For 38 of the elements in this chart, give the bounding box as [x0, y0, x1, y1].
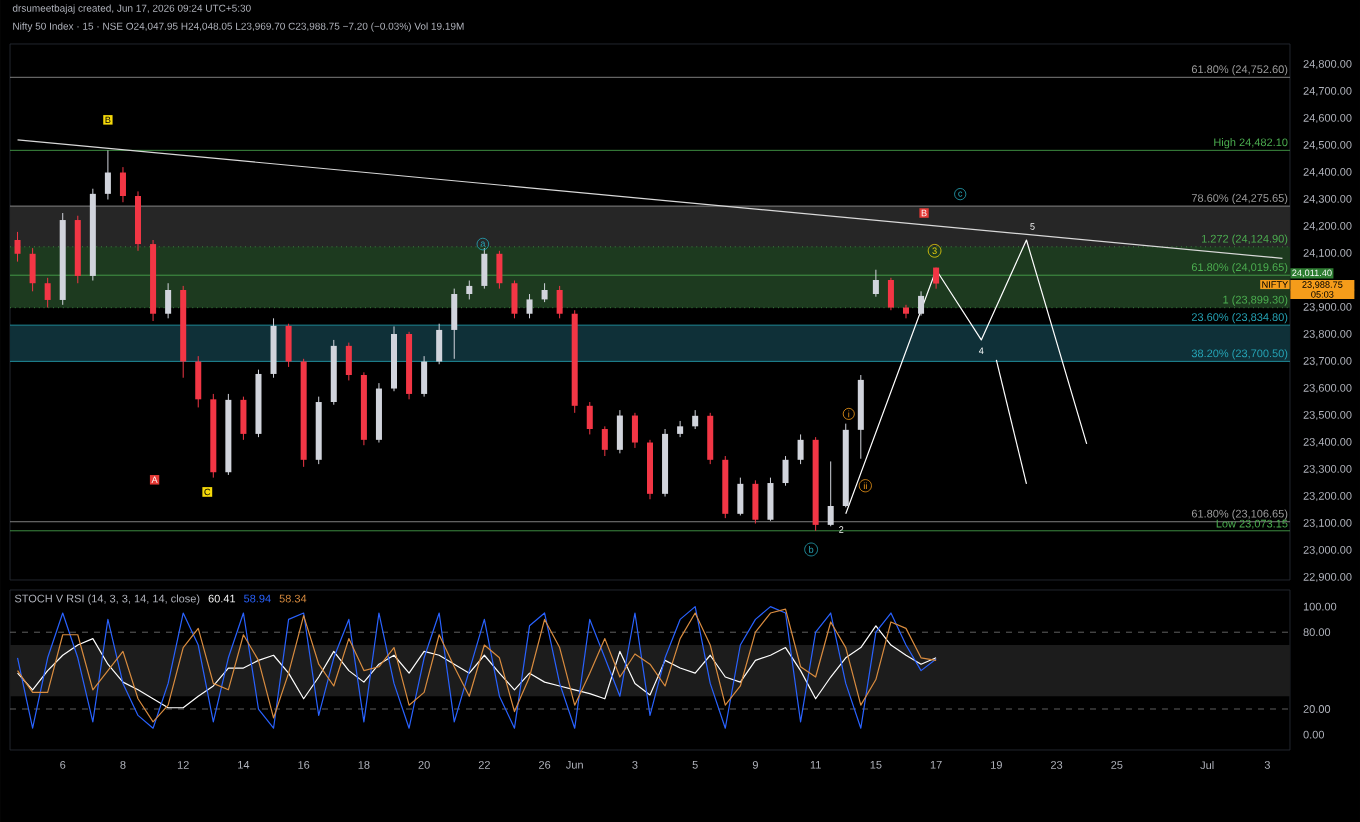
candlestick: [918, 290, 925, 317]
candlestick: [29, 247, 36, 292]
candlestick: [707, 412, 714, 465]
candlestick: [827, 460, 834, 527]
candlestick: [556, 285, 563, 319]
candlestick: [767, 477, 774, 522]
candlestick: [466, 280, 473, 300]
candlestick: [541, 282, 548, 303]
candlestick: [240, 396, 247, 441]
candlestick: [14, 231, 21, 263]
candlestick: [119, 166, 126, 203]
candlestick: [165, 282, 172, 319]
candlestick: [782, 455, 789, 487]
candlestick: [616, 409, 623, 454]
candlestick: [436, 323, 443, 365]
line-series: [16, 625, 937, 709]
candlestick: [104, 149, 111, 201]
candlestick: [797, 433, 804, 465]
candlestick: [887, 277, 894, 311]
candlestick: [737, 477, 744, 516]
candlestick: [692, 409, 699, 430]
candlestick: [511, 280, 518, 319]
candlestick: [677, 420, 684, 438]
candlestick: [285, 323, 292, 368]
line-series: [845, 239, 1088, 515]
candlestick: [586, 401, 593, 435]
candlestick: [345, 342, 352, 381]
candlestick: [526, 293, 533, 319]
candlestick: [872, 269, 879, 298]
candlestick: [752, 479, 759, 525]
candlestick: [631, 412, 638, 449]
candlestick: [44, 277, 51, 309]
candlestick: [496, 250, 503, 290]
candlestick: [195, 355, 202, 408]
candlestick: [421, 355, 428, 398]
candlestick: [601, 425, 608, 457]
candlestick: [902, 304, 909, 319]
candlestick: [451, 288, 458, 360]
